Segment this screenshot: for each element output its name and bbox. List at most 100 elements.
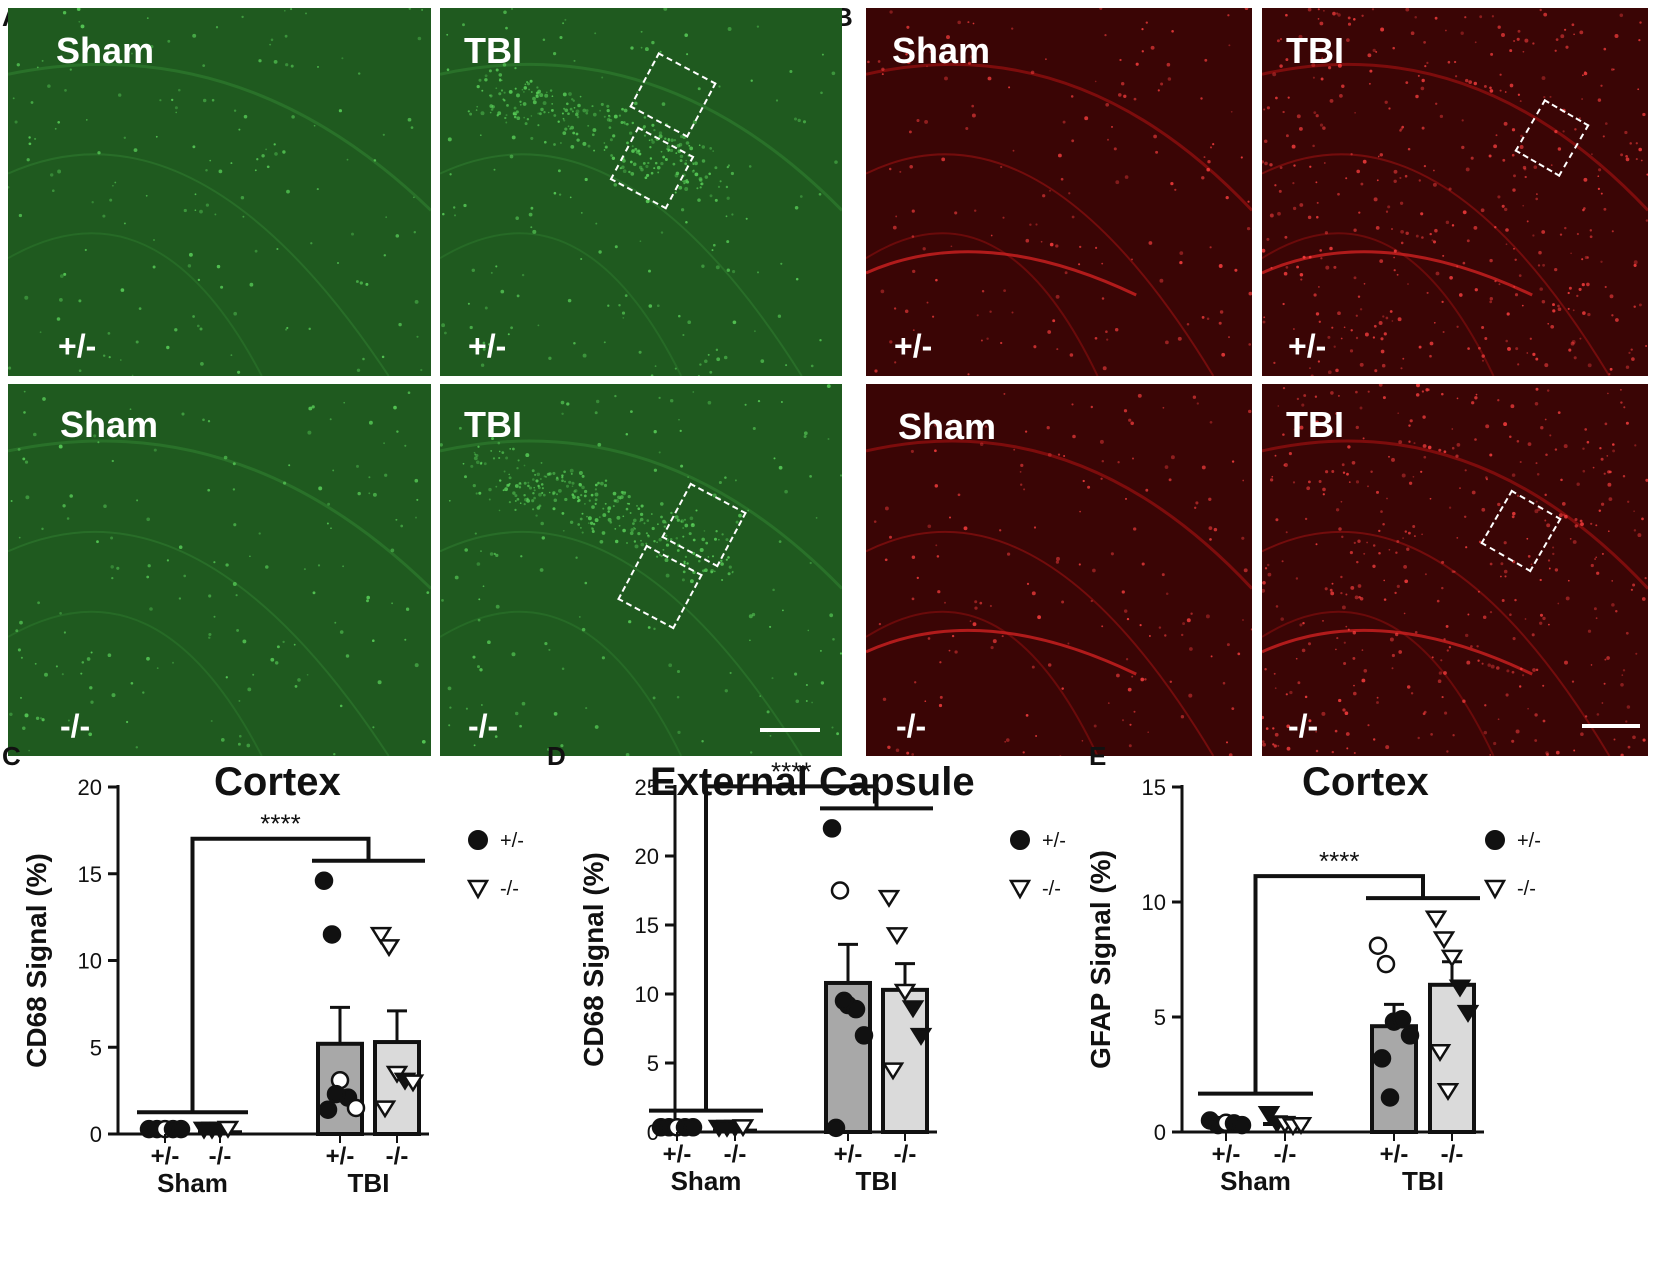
x-tick-label: +/-: [1212, 1141, 1241, 1168]
data-point: [909, 1027, 933, 1046]
data-point: [1456, 1004, 1480, 1023]
y-tick-label: 0: [90, 1122, 102, 1147]
significance-label: ****: [260, 809, 300, 839]
data-point: [830, 881, 850, 900]
y-tick-label: 10: [635, 982, 659, 1007]
data-point: [216, 1120, 240, 1139]
y-tick-label: 5: [1154, 1005, 1166, 1030]
condition-label: Sham: [60, 404, 159, 445]
significance-bracket: [1253, 874, 1425, 1094]
legend-label: +/-: [1517, 830, 1541, 852]
data-point: [318, 1100, 338, 1119]
group-label: TBI: [348, 1168, 390, 1198]
condition-label: TBI: [464, 404, 522, 445]
y-tick-label: 15: [635, 913, 659, 938]
y-axis-label: GFAP Signal (%): [1085, 850, 1116, 1069]
y-tick-label: 10: [1142, 890, 1166, 915]
condition-label: Sham: [56, 30, 155, 71]
condition-label: TBI: [1286, 30, 1344, 71]
significance-label: ****: [771, 756, 811, 786]
scale-bar: [1582, 724, 1640, 728]
legend-marker: [466, 879, 490, 900]
legend-marker: [1485, 830, 1505, 850]
chart-title-c: Cortex: [214, 760, 341, 804]
data-point: [881, 1062, 905, 1081]
x-tick-label: +/-: [1380, 1141, 1409, 1168]
data-point: [377, 939, 401, 958]
data-point: [1440, 949, 1464, 968]
legend-label: +/-: [500, 830, 524, 852]
group-label: TBI: [856, 1166, 898, 1196]
data-point: [1372, 1049, 1392, 1068]
data-point: [1392, 1010, 1412, 1029]
data-point: [731, 1119, 755, 1138]
chart-title-e: Cortex: [1302, 760, 1429, 804]
legend-label: +/-: [1042, 830, 1066, 852]
data-point: [901, 1000, 925, 1019]
x-tick-label: -/-: [894, 1141, 917, 1168]
genotype-label: -/-: [896, 708, 927, 744]
genotype-label: +/-: [58, 328, 97, 364]
data-point: [346, 1098, 366, 1118]
genotype-label: -/-: [468, 708, 499, 744]
micrograph-b-tbi-het: TBI +/-: [1262, 8, 1648, 376]
bar: [881, 987, 929, 1134]
y-tick-label: 20: [635, 844, 659, 869]
y-tick-label: 15: [78, 862, 102, 887]
x-tick-label: +/-: [663, 1141, 692, 1168]
micrograph-a-sham-het: Sham +/-: [8, 8, 431, 376]
x-tick-label: +/-: [151, 1143, 180, 1170]
group-label: Sham: [157, 1168, 228, 1198]
x-tick-label: -/-: [386, 1143, 409, 1170]
data-point: [1428, 1043, 1452, 1062]
micrograph-b-sham-het: Sham +/-: [866, 8, 1252, 376]
y-tick-label: 25: [635, 775, 659, 800]
legend-label: -/-: [1517, 878, 1536, 900]
data-point: [683, 1118, 703, 1137]
genotype-label: +/-: [894, 328, 933, 364]
condition-label: Sham: [892, 30, 991, 71]
y-tick-label: 10: [78, 949, 102, 974]
micrograph-b-sham-ko: Sham -/-: [866, 384, 1252, 756]
x-tick-label: +/-: [326, 1143, 355, 1170]
genotype-label: -/-: [60, 708, 91, 744]
data-point: [826, 1118, 846, 1138]
data-point: [322, 925, 342, 944]
data-point: [369, 926, 393, 945]
micrograph-a-tbi-ko: TBI -/-: [440, 384, 842, 756]
y-tick-label: 0: [1154, 1120, 1166, 1145]
genotype-label: +/-: [1288, 328, 1327, 364]
micrograph-b-tbi-ko: TBI -/-: [1262, 384, 1648, 756]
genotype-label: -/-: [1288, 708, 1319, 744]
group-label: TBI: [1402, 1166, 1444, 1196]
legend-marker: [468, 830, 488, 850]
x-tick-label: -/-: [724, 1141, 747, 1168]
data-point: [1432, 931, 1456, 950]
data-point: [1376, 954, 1396, 974]
legend-marker: [1483, 879, 1507, 900]
x-tick-label: -/-: [1274, 1141, 1297, 1168]
significance-bracket: [190, 836, 371, 1113]
legend-label: -/-: [1042, 878, 1061, 900]
data-point: [373, 1100, 397, 1119]
data-point: [1232, 1115, 1252, 1135]
micrograph-a-tbi-het: TBI +/-: [440, 8, 842, 376]
legend-label: -/-: [500, 878, 519, 900]
y-tick-label: 20: [78, 775, 102, 800]
significance-bracket: [704, 784, 879, 1111]
micrograph-a-sham-ko: Sham -/-: [8, 384, 431, 756]
data-point: [1448, 979, 1472, 998]
y-tick-label: 5: [647, 1051, 659, 1076]
y-tick-label: 5: [90, 1035, 102, 1060]
data-point: [822, 819, 842, 838]
data-point: [401, 1074, 425, 1093]
y-axis-label: CD68 Signal (%): [578, 852, 609, 1067]
significance-label: ****: [1319, 846, 1359, 876]
data-point: [834, 991, 854, 1011]
legend-marker: [1008, 879, 1032, 900]
data-point: [171, 1119, 191, 1139]
panel-letter-d: D: [547, 741, 566, 771]
panel-letter-e: E: [1089, 741, 1106, 771]
data-point: [893, 983, 917, 1002]
